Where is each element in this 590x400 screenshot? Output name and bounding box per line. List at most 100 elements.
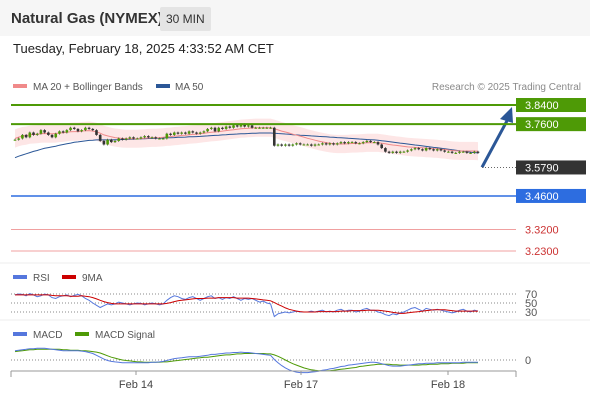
- candle: [98, 133, 102, 142]
- candle: [339, 141, 343, 145]
- candle: [406, 149, 409, 153]
- candle-body: [50, 134, 54, 138]
- candle-body: [54, 133, 58, 138]
- chart-header: Natural Gas (NYMEX) 30 MIN: [0, 0, 590, 36]
- candle: [210, 126, 213, 130]
- candle-body: [472, 151, 476, 153]
- candle-body: [150, 137, 154, 139]
- candle: [265, 126, 269, 129]
- candle-body: [35, 133, 39, 135]
- projection-arrow-head: [500, 107, 513, 123]
- candle-body: [154, 137, 158, 139]
- candle: [272, 126, 276, 147]
- legend-rsi-label: RSI: [33, 273, 50, 284]
- level-current-price: 3.5790: [482, 160, 586, 175]
- legend-ma20-label: MA 20 + Bollinger Bands: [33, 82, 143, 93]
- candle: [269, 126, 272, 129]
- chart-datetime: Tuesday, February 18, 2025 4:33:52 AM CE…: [13, 41, 274, 56]
- candle-body: [39, 130, 43, 134]
- candle-body: [261, 127, 265, 129]
- candle: [176, 131, 180, 135]
- candle: [306, 143, 309, 146]
- candle: [350, 141, 354, 144]
- candle: [321, 142, 324, 146]
- candle-body: [269, 127, 272, 129]
- candle: [424, 147, 428, 152]
- timeframe-button[interactable]: 30 MIN: [160, 7, 211, 31]
- candle: [454, 151, 458, 154]
- level-label-current: 3.5790: [525, 162, 559, 174]
- level-label-support-3: 3.2300: [525, 246, 559, 258]
- candle-body: [458, 151, 461, 153]
- candle: [276, 143, 280, 147]
- candle-body: [372, 142, 376, 144]
- candle: [54, 132, 58, 139]
- bollinger-band: [15, 118, 478, 161]
- candle-body: [317, 144, 321, 146]
- candle: [132, 136, 135, 140]
- candle-body: [365, 140, 369, 143]
- candle-body: [87, 127, 91, 129]
- candle-body: [143, 136, 146, 138]
- candle: [258, 126, 261, 129]
- rsi-line: [14, 293, 479, 318]
- candle: [158, 137, 161, 140]
- candle-body: [310, 144, 313, 146]
- candle-body: [358, 143, 361, 145]
- chart-credit: Research © 2025 Trading Central: [432, 82, 581, 93]
- candle-body: [61, 131, 65, 133]
- candle: [195, 131, 198, 135]
- candle: [95, 129, 98, 136]
- candle-body: [95, 130, 98, 135]
- candle-body: [228, 126, 232, 128]
- level-support-3: 3.2300: [11, 246, 559, 258]
- candle-body: [424, 148, 428, 151]
- candle: [228, 125, 232, 129]
- candle: [58, 130, 61, 135]
- candle-body: [247, 125, 250, 127]
- candle: [117, 137, 121, 142]
- candle: [417, 147, 421, 151]
- candle: [332, 142, 335, 146]
- candle-body: [343, 142, 346, 144]
- candle-body: [121, 138, 124, 140]
- candle: [472, 150, 476, 154]
- candle: [291, 143, 295, 147]
- candle-body: [280, 144, 283, 146]
- level-label-resistance-1: 3.7600: [525, 119, 559, 131]
- legend-9ma-label: 9MA: [82, 273, 103, 284]
- candle-body: [172, 132, 176, 135]
- candle-body: [391, 151, 395, 153]
- candle-body: [17, 138, 21, 140]
- candle-body: [402, 151, 406, 153]
- candle: [421, 148, 424, 152]
- candle-body: [13, 139, 17, 141]
- legend-macd-signal-swatch: [75, 332, 89, 336]
- candle-body: [298, 143, 302, 145]
- candle: [161, 137, 165, 140]
- candle-body: [213, 127, 217, 132]
- rsi-level-label-30: 30: [525, 307, 537, 319]
- candle-body: [461, 151, 465, 153]
- candle: [28, 131, 32, 139]
- candle-body: [387, 151, 391, 153]
- candle-body: [124, 138, 128, 140]
- candle: [180, 131, 183, 135]
- candle: [328, 142, 332, 146]
- candle-body: [369, 140, 372, 143]
- candle: [128, 136, 132, 140]
- candle-body: [276, 144, 280, 146]
- candle: [169, 132, 172, 136]
- level-label-support-1: 3.4600: [525, 191, 559, 203]
- candle-body: [206, 128, 209, 132]
- candle: [198, 131, 202, 135]
- candle-body: [24, 134, 28, 138]
- candle-body: [287, 144, 291, 146]
- candle: [113, 139, 117, 144]
- candle: [365, 139, 369, 144]
- candle-body: [147, 136, 150, 138]
- level-box-current: [516, 160, 586, 175]
- candle: [139, 136, 143, 140]
- candle: [154, 136, 158, 140]
